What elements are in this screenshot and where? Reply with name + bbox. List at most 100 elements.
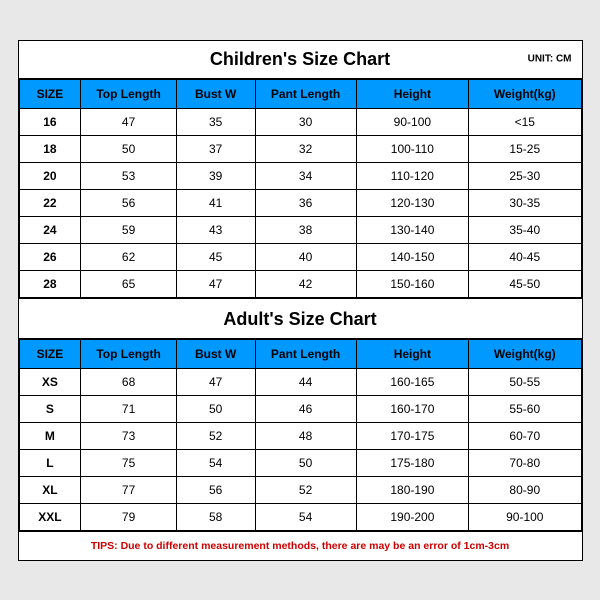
children-header-row: SIZE Top Length Bust W Pant Length Heigh…: [19, 79, 581, 108]
table-cell: 46: [255, 395, 356, 422]
table-row: S715046160-17055-60: [19, 395, 581, 422]
table-cell: <15: [469, 108, 581, 135]
table-cell: 56: [176, 476, 255, 503]
table-cell: 30-35: [469, 189, 581, 216]
col-size: SIZE: [19, 79, 81, 108]
table-cell: 68: [81, 368, 177, 395]
table-cell: 37: [176, 135, 255, 162]
table-cell: XXL: [19, 503, 81, 530]
col-pant-length: Pant Length: [255, 79, 356, 108]
table-cell: 24: [19, 216, 81, 243]
table-cell: 34: [255, 162, 356, 189]
table-cell: 50: [255, 449, 356, 476]
table-cell: 26: [19, 243, 81, 270]
adult-title-text: Adult's Size Chart: [223, 309, 376, 329]
table-cell: 20: [19, 162, 81, 189]
adult-chart-title: Adult's Size Chart: [19, 301, 582, 339]
table-cell: 43: [176, 216, 255, 243]
size-charts-container: Children's Size Chart UNIT: CM SIZE Top …: [18, 40, 583, 561]
children-chart-title: Children's Size Chart UNIT: CM: [19, 41, 582, 79]
tips-text: TIPS: Due to different measurement metho…: [19, 531, 582, 560]
col-weight: Weight(kg): [469, 339, 581, 368]
table-row: 28654742150-16045-50: [19, 270, 581, 297]
children-size-table: SIZE Top Length Bust W Pant Length Heigh…: [19, 79, 582, 298]
table-row: M735248170-17560-70: [19, 422, 581, 449]
table-cell: 30: [255, 108, 356, 135]
table-cell: 110-120: [356, 162, 468, 189]
table-cell: 130-140: [356, 216, 468, 243]
table-cell: 35-40: [469, 216, 581, 243]
table-cell: M: [19, 422, 81, 449]
table-row: 22564136120-13030-35: [19, 189, 581, 216]
table-cell: 77: [81, 476, 177, 503]
col-weight: Weight(kg): [469, 79, 581, 108]
table-cell: 52: [255, 476, 356, 503]
table-cell: S: [19, 395, 81, 422]
table-cell: 39: [176, 162, 255, 189]
table-cell: 160-165: [356, 368, 468, 395]
table-cell: 56: [81, 189, 177, 216]
table-cell: 50: [176, 395, 255, 422]
col-bust-w: Bust W: [176, 79, 255, 108]
children-tbody: 1647353090-100<1518503732100-11015-25205…: [19, 108, 581, 297]
table-row: XL775652180-19080-90: [19, 476, 581, 503]
table-cell: 79: [81, 503, 177, 530]
col-height: Height: [356, 339, 468, 368]
table-cell: 36: [255, 189, 356, 216]
table-cell: 25-30: [469, 162, 581, 189]
table-cell: 42: [255, 270, 356, 297]
table-cell: 18: [19, 135, 81, 162]
table-cell: 160-170: [356, 395, 468, 422]
table-cell: 65: [81, 270, 177, 297]
table-row: 24594338130-14035-40: [19, 216, 581, 243]
table-cell: 47: [176, 270, 255, 297]
table-cell: 180-190: [356, 476, 468, 503]
table-cell: 54: [255, 503, 356, 530]
col-top-length: Top Length: [81, 339, 177, 368]
table-cell: 47: [176, 368, 255, 395]
table-cell: 16: [19, 108, 81, 135]
table-row: 26624540140-15040-45: [19, 243, 581, 270]
table-cell: 32: [255, 135, 356, 162]
table-cell: 75: [81, 449, 177, 476]
table-cell: 52: [176, 422, 255, 449]
table-cell: 100-110: [356, 135, 468, 162]
table-row: L755450175-18070-80: [19, 449, 581, 476]
col-bust-w: Bust W: [176, 339, 255, 368]
table-cell: 55-60: [469, 395, 581, 422]
table-cell: 73: [81, 422, 177, 449]
table-cell: 140-150: [356, 243, 468, 270]
table-cell: 47: [81, 108, 177, 135]
table-cell: L: [19, 449, 81, 476]
table-cell: 28: [19, 270, 81, 297]
table-cell: 190-200: [356, 503, 468, 530]
table-cell: 22: [19, 189, 81, 216]
table-row: 18503732100-11015-25: [19, 135, 581, 162]
unit-label: UNIT: CM: [528, 54, 572, 65]
table-cell: 175-180: [356, 449, 468, 476]
table-cell: 40-45: [469, 243, 581, 270]
table-cell: 62: [81, 243, 177, 270]
table-cell: 80-90: [469, 476, 581, 503]
table-cell: 15-25: [469, 135, 581, 162]
table-cell: 70-80: [469, 449, 581, 476]
table-cell: XS: [19, 368, 81, 395]
table-cell: 60-70: [469, 422, 581, 449]
table-row: XXL795854190-20090-100: [19, 503, 581, 530]
table-cell: 150-160: [356, 270, 468, 297]
table-cell: 40: [255, 243, 356, 270]
table-cell: 90-100: [356, 108, 468, 135]
table-cell: 53: [81, 162, 177, 189]
table-cell: 48: [255, 422, 356, 449]
children-title-text: Children's Size Chart: [210, 49, 390, 69]
table-cell: 170-175: [356, 422, 468, 449]
table-cell: 45-50: [469, 270, 581, 297]
col-top-length: Top Length: [81, 79, 177, 108]
table-cell: 54: [176, 449, 255, 476]
col-size: SIZE: [19, 339, 81, 368]
col-pant-length: Pant Length: [255, 339, 356, 368]
table-cell: 38: [255, 216, 356, 243]
adult-size-table: SIZE Top Length Bust W Pant Length Heigh…: [19, 339, 582, 531]
table-cell: 50-55: [469, 368, 581, 395]
table-row: 20533934110-12025-30: [19, 162, 581, 189]
